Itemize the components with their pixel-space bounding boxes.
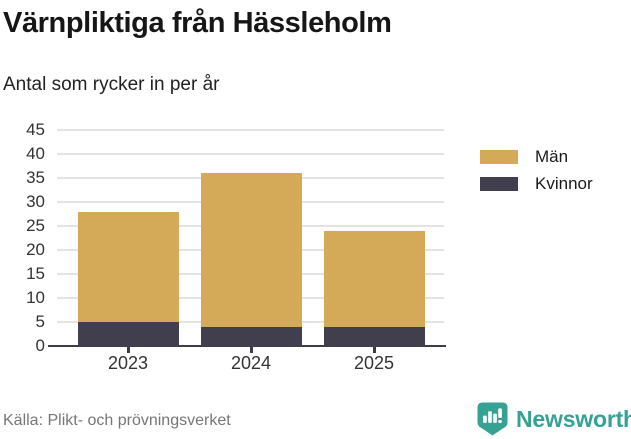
legend: Män Kvinnor bbox=[480, 146, 593, 202]
y-axis-tick-label: 10 bbox=[26, 288, 45, 307]
bar-segment-man-2025 bbox=[323, 230, 425, 327]
legend-item-kvinnor: Kvinnor bbox=[480, 173, 593, 193]
legend-item-man: Män bbox=[480, 146, 593, 166]
x-axis-tick-2025 bbox=[373, 346, 376, 353]
x-axis-tick-label: 2024 bbox=[230, 353, 272, 373]
x-axis-tick-label: 2023 bbox=[107, 353, 149, 373]
newsworthy-logo[interactable]: Newsworthy bbox=[477, 402, 631, 436]
bar-segment-kvinnor-2023 bbox=[77, 322, 179, 346]
legend-swatch-kvinnor bbox=[480, 176, 518, 191]
x-axis-tick-2024 bbox=[250, 346, 253, 353]
y-axis-tick-label: 45 bbox=[26, 120, 45, 139]
bar-segment-man-2023 bbox=[77, 211, 179, 322]
source-note: Källa: Plikt- och prövningsverket bbox=[3, 412, 231, 429]
x-axis-tick-label: 2025 bbox=[353, 353, 395, 373]
plot-area: 0 5 10 15 20 25 30 35 40 45 2023 2024 2025 bbox=[26, 120, 446, 373]
legend-label-man: Män bbox=[535, 146, 569, 166]
brand-name: Newsworthy bbox=[516, 405, 631, 432]
gridline-45 bbox=[57, 129, 444, 131]
chart-title: Värnpliktiga från Hässleholm bbox=[3, 7, 392, 39]
y-axis-tick-label: 15 bbox=[26, 264, 45, 283]
x-axis-tick-2023 bbox=[127, 346, 130, 353]
y-axis-tick-label: 40 bbox=[26, 144, 45, 163]
y-axis-tick-label: 20 bbox=[26, 240, 45, 259]
gridline-40 bbox=[57, 153, 444, 155]
chart-subtitle: Antal som rycker in per år bbox=[3, 74, 220, 95]
y-axis-tick-label: 30 bbox=[26, 192, 45, 211]
legend-swatch-man bbox=[480, 149, 518, 164]
y-axis-tick-label: 35 bbox=[26, 168, 45, 187]
bar-segment-kvinnor-2024 bbox=[200, 326, 302, 346]
newsworthy-pin-bar-chart-icon bbox=[477, 402, 508, 436]
bar-segment-man-2024 bbox=[200, 173, 302, 327]
y-axis-tick-label: 5 bbox=[35, 312, 45, 331]
bar-segment-kvinnor-2025 bbox=[323, 326, 425, 346]
y-axis-tick-label: 0 bbox=[35, 336, 45, 355]
legend-label-kvinnor: Kvinnor bbox=[535, 173, 593, 193]
y-axis-tick-label: 25 bbox=[26, 216, 45, 235]
